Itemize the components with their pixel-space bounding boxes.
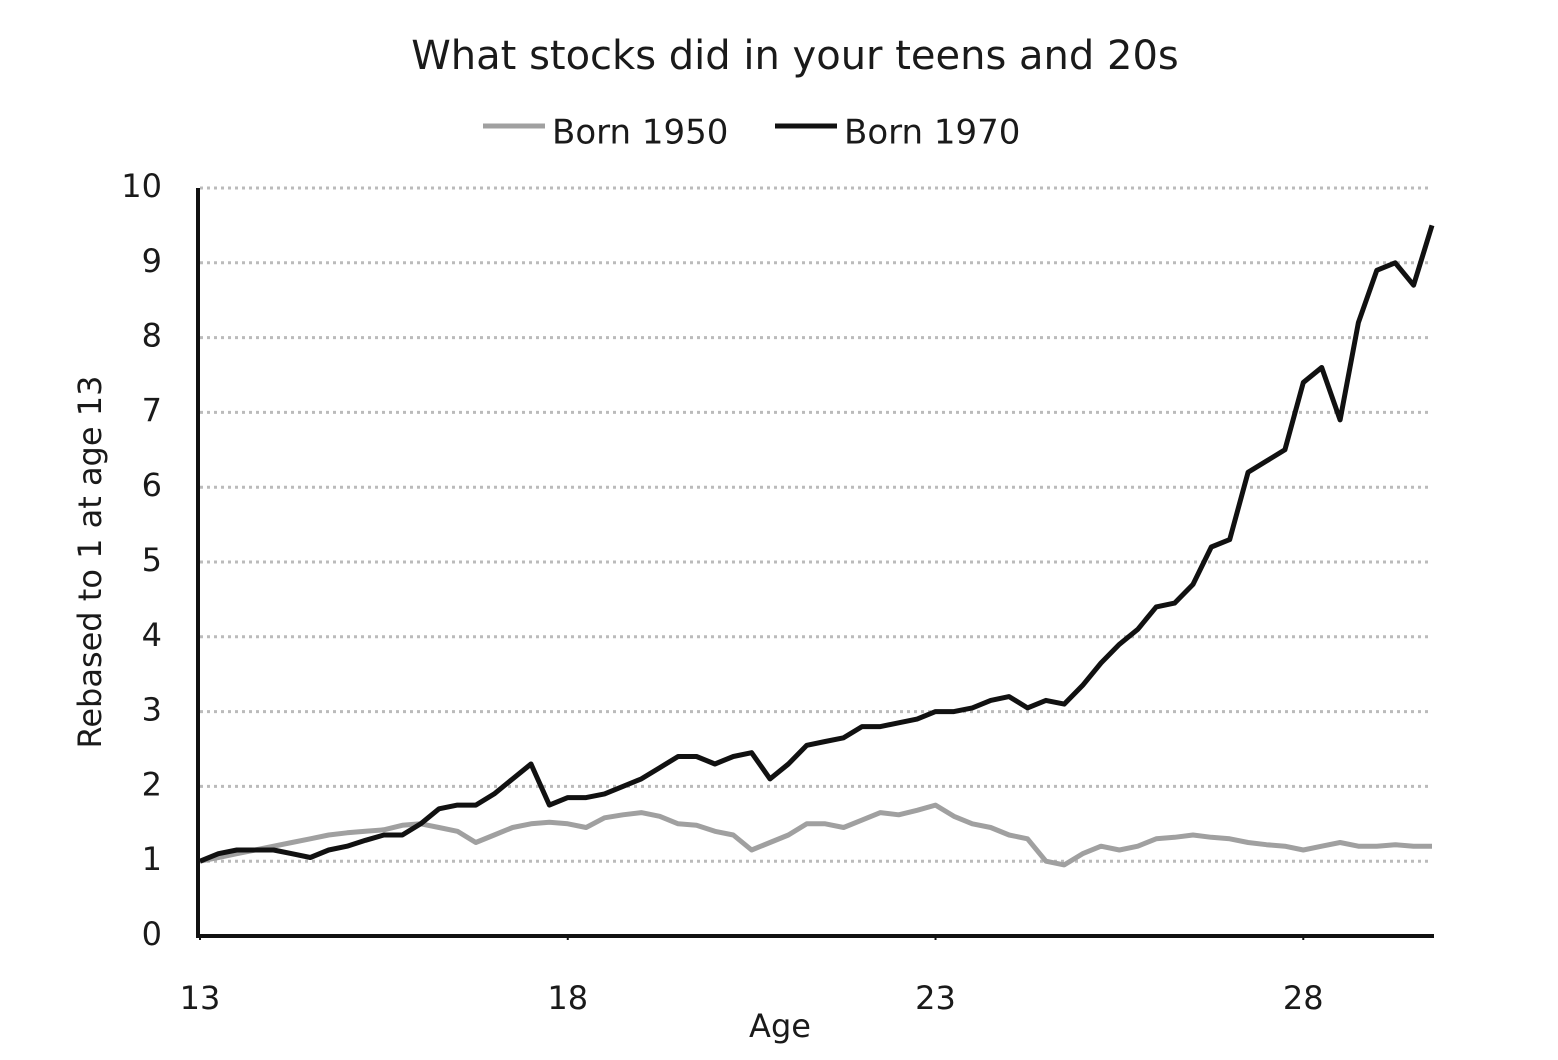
y-tick-label: 7 xyxy=(142,391,162,429)
y-axis-label: Rebased to 1 at age 13 xyxy=(71,376,109,749)
legend-label: Born 1950 xyxy=(552,113,728,153)
y-tick-label: 2 xyxy=(142,765,162,803)
legend: Born 1950 Born 1970 xyxy=(483,113,1020,153)
line-series xyxy=(199,224,1435,864)
legend-label: Born 1970 xyxy=(844,113,1020,153)
y-tick-label: 8 xyxy=(142,317,162,355)
x-tick-label: 13 xyxy=(180,979,221,1017)
y-tick-label: 1 xyxy=(142,840,162,878)
x-axis-label: Age xyxy=(749,1007,811,1045)
y-tick-label: 5 xyxy=(142,541,162,579)
y-tick-label: 10 xyxy=(121,167,162,205)
x-tick-label: 18 xyxy=(547,979,588,1017)
y-tick-label: 0 xyxy=(142,915,162,953)
chart-title: What stocks did in your teens and 20s xyxy=(411,33,1178,79)
y-tick-label: 9 xyxy=(142,242,162,280)
y-tick-label: 6 xyxy=(142,466,162,504)
y-tick-label: 4 xyxy=(142,616,162,654)
x-tick-label: 23 xyxy=(915,979,956,1017)
line-series xyxy=(199,802,1432,868)
x-tick-label: 28 xyxy=(1283,979,1324,1017)
y-tick-label: 3 xyxy=(142,691,162,729)
